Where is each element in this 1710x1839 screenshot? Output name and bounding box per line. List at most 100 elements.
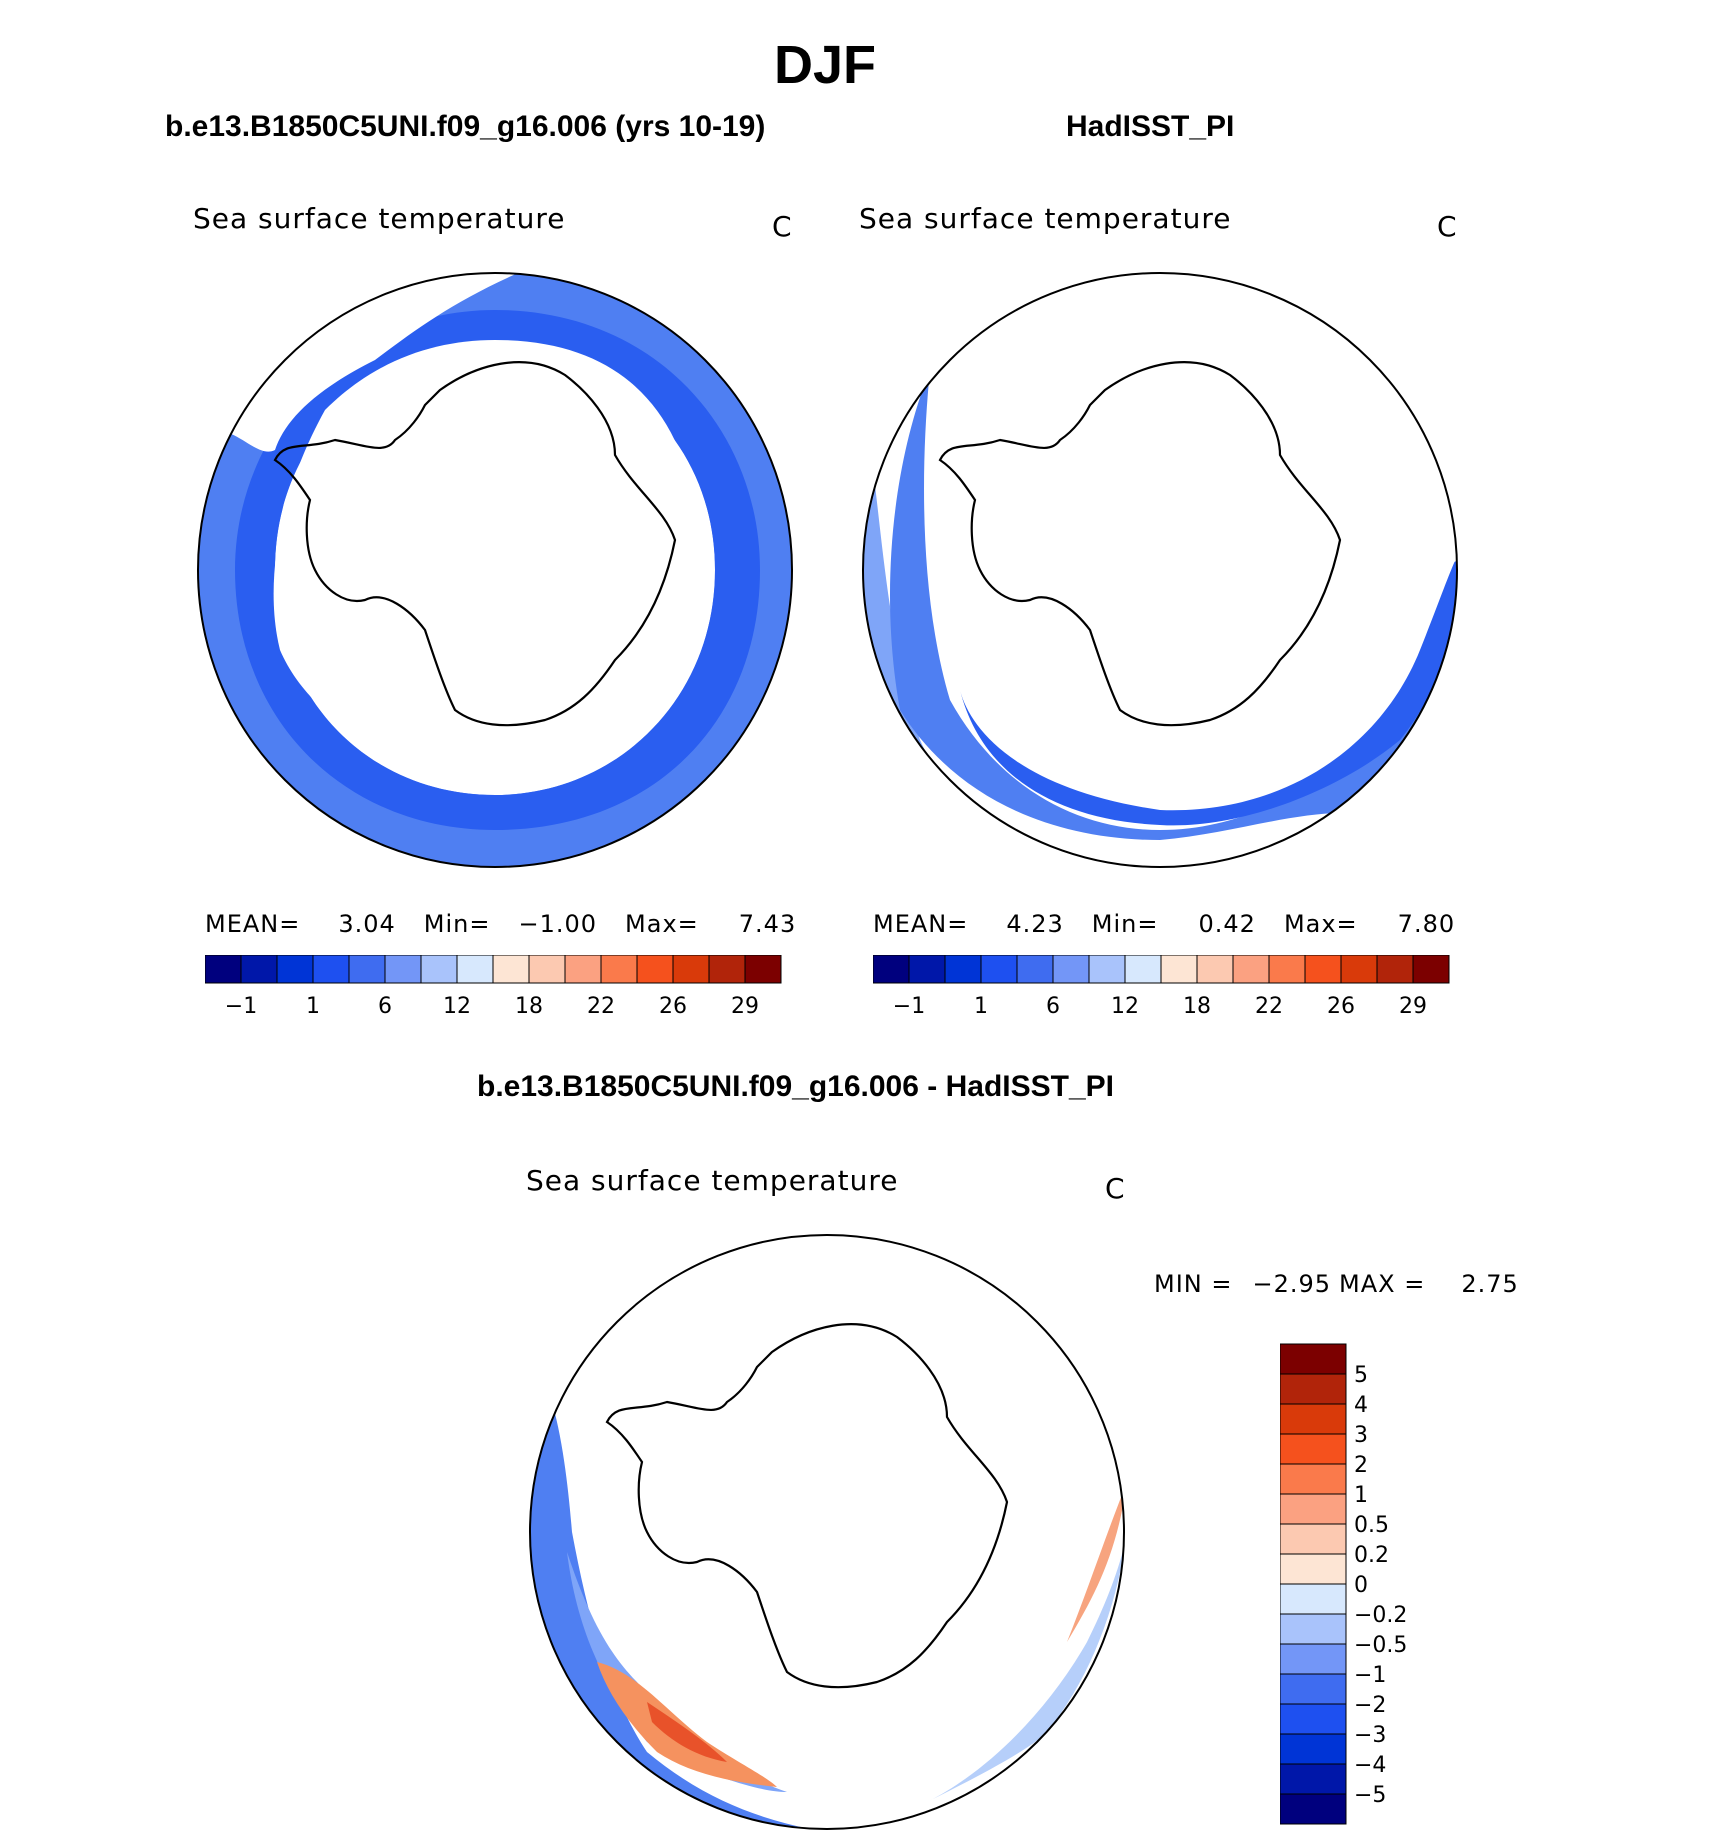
colorbar-swatch — [1412, 955, 1450, 984]
diff-band-blue — [530, 1352, 827, 1829]
colorbar-tick-label: −2 — [1354, 1693, 1386, 1718]
colorbar-tick-label: 1 — [306, 994, 320, 1019]
colorbar-tick-label: 0 — [1354, 1573, 1368, 1598]
colorbar-tick-label: −1 — [225, 994, 257, 1019]
sea-ice-mask — [198, 273, 792, 490]
colorbar-tick-label: 0.2 — [1354, 1543, 1389, 1568]
panel-3-title: b.e13.B1850C5UNI.f09_g16.006 - HadISST_P… — [477, 1070, 1114, 1103]
colorbar-tick-label: 4 — [1354, 1393, 1368, 1418]
colorbar-swatch — [1280, 1433, 1347, 1465]
panel-3-variable: Sea surface temperature — [526, 1164, 899, 1197]
antarctica-coastline — [938, 361, 1342, 727]
colorbar-tick-label: 22 — [1255, 994, 1283, 1019]
panel-1-title: b.e13.B1850C5UNI.f09_g16.006 (yrs 10-19) — [165, 110, 766, 143]
colorbar-swatch — [240, 955, 278, 984]
colorbar-swatch — [1280, 1643, 1347, 1675]
colorbar-tick-label: 1 — [974, 994, 988, 1019]
colorbar-tick-label: 18 — [1183, 994, 1211, 1019]
panel-2-units: C — [1437, 210, 1458, 243]
colorbar-swatch — [1280, 1463, 1347, 1495]
colorbar-swatch — [1268, 955, 1306, 984]
min-value: 0.42 — [1198, 910, 1256, 938]
colorbar-tick-label: 26 — [659, 994, 687, 1019]
colorbar-tick-label: 29 — [731, 994, 759, 1019]
colorbar-tick-label: −1 — [1354, 1663, 1386, 1688]
max-label: Max= — [625, 910, 699, 938]
map-panel-1 — [197, 272, 793, 868]
colorbar-tick-label: −0.2 — [1354, 1603, 1407, 1628]
colorbar-swatch — [1280, 1673, 1347, 1705]
colorbar-swatch — [312, 955, 350, 984]
max-value: 2.75 — [1461, 1270, 1519, 1298]
panel-1-units: C — [772, 210, 793, 243]
colorbar-tick-label: 26 — [1327, 994, 1355, 1019]
min-label: Min= — [1091, 910, 1159, 938]
colorbar-tick-label: 6 — [378, 994, 392, 1019]
max-label: Max= — [1283, 910, 1358, 938]
colorbar-swatch — [456, 955, 494, 984]
colorbar-tick-label: −1 — [893, 994, 925, 1019]
colorbar-swatch — [1160, 955, 1198, 984]
colorbar-panel-2: −1 1 6 12 18 22 26 29 — [873, 955, 1450, 1019]
panel-2-stats: MEAN= 4.23 Min= 0.42 Max= 7.80 — [873, 910, 1455, 938]
colorbar-swatch — [636, 955, 674, 984]
colorbar-swatch — [348, 955, 386, 984]
colorbar-tick-label: −3 — [1354, 1723, 1386, 1748]
panel-2-title: HadISST_PI — [1066, 110, 1235, 143]
min-label: MIN = — [1154, 1270, 1233, 1298]
colorbar-swatch — [276, 955, 314, 984]
colorbar-swatch — [1280, 1703, 1347, 1735]
map-panel-3 — [529, 1234, 1125, 1830]
colorbar-tick-label: 22 — [587, 994, 615, 1019]
colorbar-panel-3: 5 4 3 2 1 0.5 0.2 0 −0.2 −0.5 −1 −2 −3 −4 −5 — [1280, 1343, 1407, 1825]
colorbar-tick-label: 6 — [1046, 994, 1060, 1019]
diff-warm-anomaly — [597, 1662, 777, 1787]
antarctica-coastline — [605, 1323, 1009, 1689]
diff-east-warm — [1067, 1482, 1124, 1642]
min-value: −1.00 — [518, 910, 598, 938]
colorbar-swatch — [600, 955, 638, 984]
colorbar-swatch — [420, 955, 458, 984]
sea-ice-mask-core — [273, 340, 700, 770]
colorbar-tick-label: 0.5 — [1354, 1513, 1389, 1538]
colorbar-swatch — [944, 955, 982, 984]
max-value: 7.80 — [1397, 910, 1456, 938]
diff-east-light — [927, 1532, 1124, 1802]
panel-3-units: C — [1105, 1172, 1126, 1205]
colorbar-swatch — [1280, 1613, 1347, 1645]
colorbar-swatch — [708, 955, 746, 984]
colorbar-swatch — [1280, 1553, 1347, 1585]
mean-label: MEAN= — [205, 910, 301, 938]
colorbar-swatch — [205, 955, 242, 984]
colorbar-swatch — [528, 955, 566, 984]
colorbar-swatch — [1280, 1373, 1347, 1405]
panel-2-variable: Sea surface temperature — [859, 202, 1232, 235]
colorbar-swatch — [1124, 955, 1162, 984]
colorbar-tick-label: 5 — [1354, 1363, 1368, 1388]
mean-label: MEAN= — [873, 910, 969, 938]
colorbar-tick-label: 12 — [1111, 994, 1139, 1019]
colorbar-swatch — [1376, 955, 1414, 984]
colorbar-tick-label: 2 — [1354, 1453, 1368, 1478]
diff-warm-core — [647, 1702, 727, 1762]
colorbar-swatch — [1280, 1583, 1347, 1615]
panel-3-stats: MIN = −2.95 MAX = 2.75 — [1154, 1270, 1519, 1298]
colorbar-tick-label: 18 — [515, 994, 543, 1019]
panel-1-variable: Sea surface temperature — [193, 202, 566, 235]
colorbar-swatch — [492, 955, 530, 984]
page-title: DJF — [773, 35, 876, 95]
colorbar-tick-label: −5 — [1354, 1783, 1386, 1808]
colorbar-swatch — [1016, 955, 1054, 984]
map-panel-2 — [862, 272, 1458, 868]
colorbar-tick-label: 29 — [1399, 994, 1427, 1019]
colorbar-swatch — [1304, 955, 1342, 984]
colorbar-swatch — [873, 955, 910, 984]
colorbar-swatch — [1196, 955, 1234, 984]
colorbar-tick-label: 12 — [443, 994, 471, 1019]
colorbar-tick-label: 3 — [1354, 1423, 1368, 1448]
sea-ice-mask-core — [939, 273, 1457, 800]
min-value: −2.95 — [1252, 1270, 1332, 1298]
colorbar-tick-label: −4 — [1354, 1753, 1386, 1778]
colorbar-swatch — [1052, 955, 1090, 984]
colorbar-swatch — [1088, 955, 1126, 984]
